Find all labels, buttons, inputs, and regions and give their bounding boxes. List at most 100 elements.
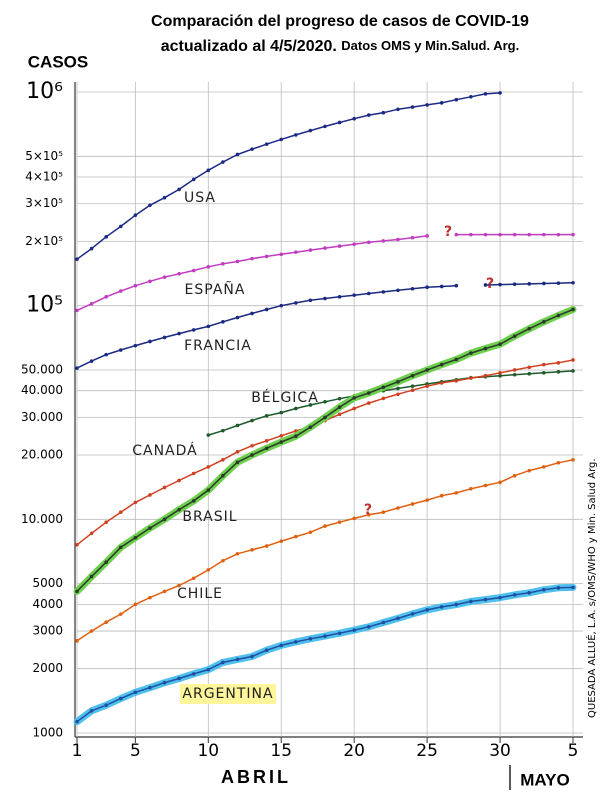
y-tick-label: 10⁶: [26, 79, 63, 104]
point: [381, 510, 386, 514]
point: [527, 326, 532, 331]
y-tick-label: 10⁵: [26, 293, 63, 318]
point: [439, 101, 444, 105]
point: [512, 368, 517, 372]
point: [148, 339, 152, 344]
point: [264, 439, 269, 443]
point: [469, 599, 473, 604]
point: [396, 616, 400, 621]
point: [75, 308, 79, 313]
line: [76, 284, 458, 369]
point: [148, 493, 152, 497]
point: [89, 629, 94, 633]
point: [279, 137, 284, 142]
point: [439, 493, 444, 498]
point: [410, 384, 415, 388]
point: [425, 285, 429, 290]
point: [410, 235, 415, 240]
point: [454, 283, 459, 288]
point: [454, 602, 459, 607]
chart-subtitle: actualizado al 4/5/2020. Datos OMS y Min…: [161, 38, 519, 55]
point: [250, 453, 254, 457]
point: [279, 643, 284, 648]
point: [381, 385, 386, 390]
point: [279, 252, 284, 257]
point: [483, 373, 488, 378]
point: [191, 576, 196, 581]
point: [396, 380, 400, 384]
label-highlight: [180, 684, 276, 704]
point: [133, 283, 138, 288]
point: [512, 372, 517, 377]
point: [118, 696, 123, 701]
point: [366, 513, 371, 517]
point: [191, 328, 196, 332]
point: [177, 271, 181, 276]
point: [148, 526, 152, 530]
point: [221, 320, 225, 324]
point: [118, 289, 123, 293]
point: [89, 709, 94, 713]
y-tick-label: 4000: [32, 597, 63, 611]
point: [410, 373, 415, 378]
point: [381, 620, 386, 625]
point: [498, 342, 502, 347]
point: [366, 391, 371, 395]
point: [235, 315, 240, 320]
point: [498, 595, 502, 600]
point: [118, 510, 123, 514]
point: [177, 187, 181, 192]
point: [75, 639, 79, 643]
point: [366, 401, 371, 405]
point: [264, 307, 269, 312]
y-tick-label: 1000: [32, 726, 63, 740]
line: [207, 370, 574, 436]
point: [366, 625, 371, 629]
point: [366, 113, 371, 117]
point: [133, 343, 138, 348]
source: Datos OMS y Min.Salud. Arg.: [341, 38, 519, 53]
point: [279, 303, 284, 308]
annotation: ?: [364, 502, 372, 518]
point: [206, 324, 211, 329]
point: [206, 465, 211, 469]
point: [264, 446, 269, 451]
point: [294, 406, 298, 411]
line: [76, 92, 501, 260]
point: [250, 443, 254, 448]
point: [250, 147, 254, 151]
annotation: ?: [486, 276, 494, 292]
y-tick-label: 30.000: [21, 410, 63, 424]
x-axis-label: ABRIL: [221, 767, 291, 787]
point: [512, 593, 517, 597]
point: [337, 120, 342, 125]
point: [162, 275, 167, 279]
point: [571, 585, 575, 590]
point: [133, 500, 138, 505]
point: [264, 648, 269, 653]
chart-title: Comparación del progreso de casos de COV…: [151, 13, 529, 30]
point: [425, 234, 429, 238]
point: [323, 124, 327, 129]
point: [206, 168, 211, 173]
point: [571, 358, 575, 362]
point: [177, 331, 181, 336]
point: [439, 381, 444, 385]
point: [556, 370, 561, 374]
point: [498, 480, 502, 485]
point: [469, 232, 473, 237]
point: [469, 351, 473, 355]
point: [352, 116, 356, 121]
point: [352, 516, 356, 521]
point: [89, 531, 94, 536]
x-axis-label-2: MAYO: [520, 770, 569, 789]
point: [162, 589, 167, 594]
x-tick-label: 10: [197, 741, 219, 761]
point: [352, 293, 356, 297]
point: [221, 160, 225, 164]
point: [279, 539, 284, 544]
point: [221, 262, 225, 266]
point: [323, 634, 327, 638]
y-tick-label: 3000: [32, 624, 63, 638]
point: [89, 246, 94, 251]
